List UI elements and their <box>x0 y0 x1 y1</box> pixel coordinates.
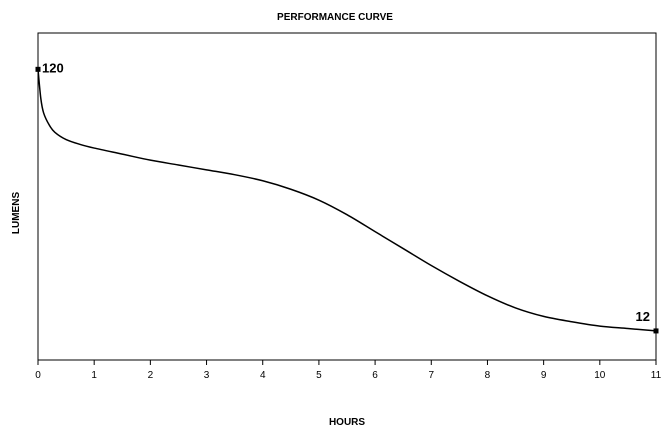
x-tick-label: 11 <box>651 370 662 381</box>
data-point-marker <box>35 66 41 72</box>
data-label: 12 <box>636 309 650 324</box>
chart-title: PERFORMANCE CURVE <box>277 12 393 23</box>
series-line <box>37 69 657 332</box>
x-tick-label: 5 <box>316 370 322 381</box>
x-axis-tick-labels: 0 1 2 3 4 5 6 7 8 9 10 11 <box>35 370 661 381</box>
x-tick-label: 4 <box>260 370 266 381</box>
x-tick-label: 0 <box>35 370 41 381</box>
x-tick-label: 10 <box>594 370 606 381</box>
x-tick-label: 2 <box>148 370 154 381</box>
data-label: 120 <box>42 60 64 75</box>
x-tick-label: 7 <box>428 370 434 381</box>
x-axis-ticks <box>37 360 657 365</box>
data-point-marker <box>653 328 659 334</box>
x-tick-label: 9 <box>541 370 547 381</box>
x-tick-label: 6 <box>372 370 378 381</box>
y-axis-label: LUMENS <box>11 192 22 235</box>
plot-area-frame <box>37 32 657 361</box>
x-tick-label: 1 <box>91 370 97 381</box>
x-axis-label: HOURS <box>329 417 365 427</box>
x-tick-label: 8 <box>485 370 491 381</box>
x-tick-label: 3 <box>204 370 210 381</box>
